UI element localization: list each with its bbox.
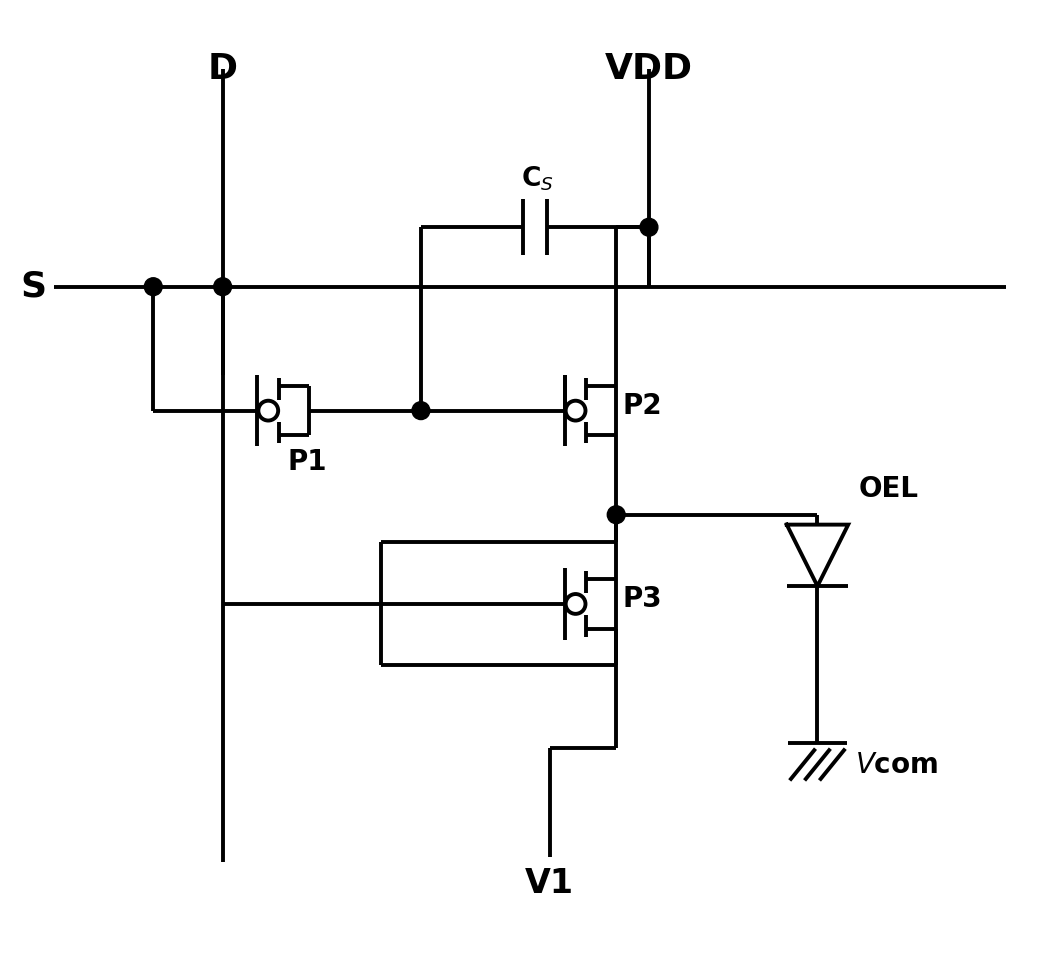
Circle shape [258,400,278,421]
Text: VDD: VDD [605,52,692,87]
Circle shape [566,400,585,421]
Text: C$_S$: C$_S$ [521,164,553,193]
Text: P1: P1 [287,448,327,476]
Text: S: S [20,269,46,304]
Text: V1: V1 [525,867,574,899]
Text: OEL: OEL [859,475,919,503]
Circle shape [412,401,430,420]
Text: P2: P2 [622,392,662,420]
Circle shape [214,278,232,295]
Circle shape [607,506,625,524]
Text: D: D [208,52,237,87]
Circle shape [144,278,162,295]
Text: P3: P3 [622,585,662,613]
Circle shape [640,218,658,236]
Text: $\mathit{V}$com: $\mathit{V}$com [855,751,938,779]
Polygon shape [786,525,848,586]
Circle shape [566,594,585,614]
